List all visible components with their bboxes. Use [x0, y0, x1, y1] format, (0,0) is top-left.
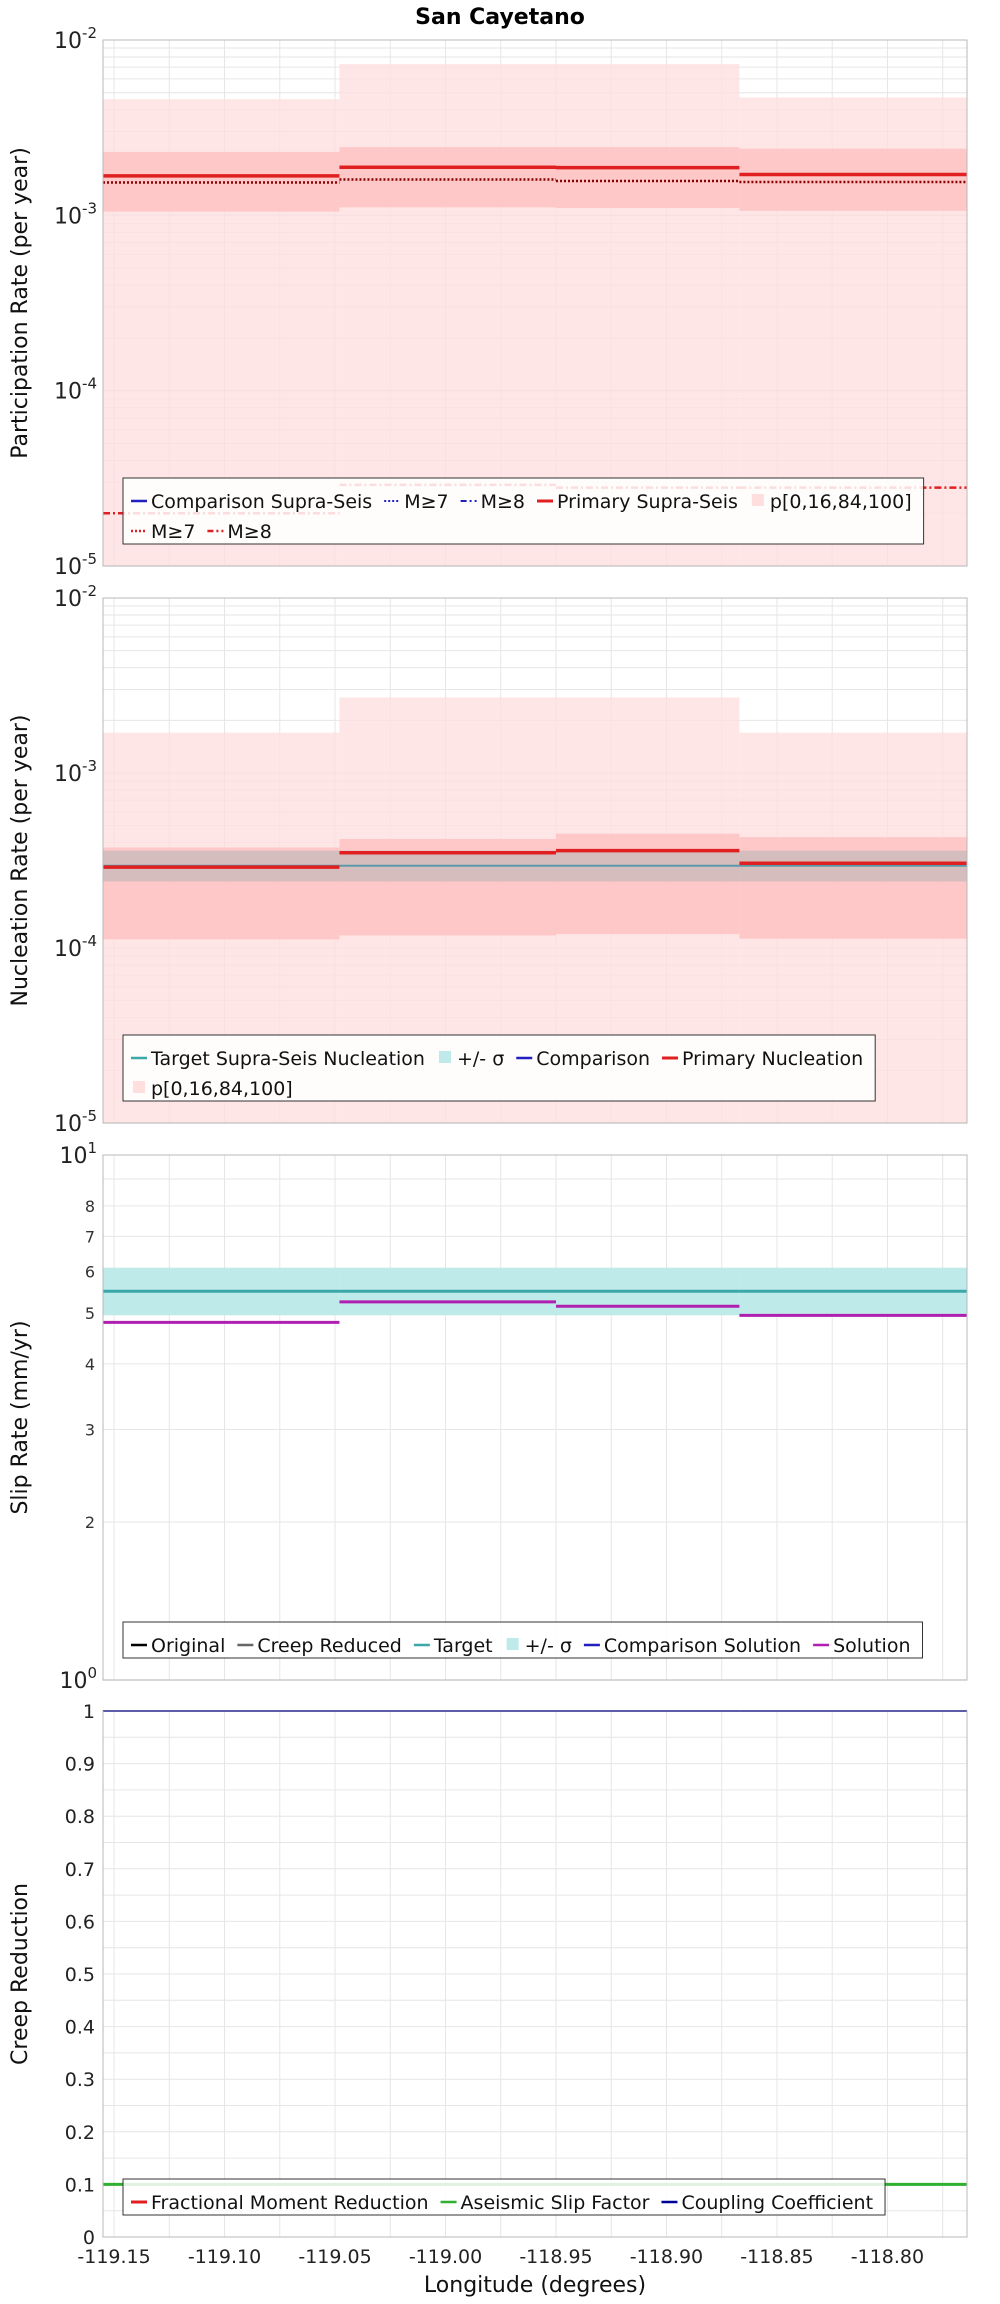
- y-tick-label: 10-4: [54, 932, 97, 962]
- legend-label: Coupling Coefficient: [681, 2192, 873, 2214]
- y-tick-label: 0.9: [65, 1754, 95, 1776]
- legend-swatch-band: [751, 494, 764, 506]
- y-tick-label: 0: [83, 2227, 95, 2249]
- legend: Comparison Supra-Seis M≥7 M≥8 Primary Supra…: [122, 477, 925, 545]
- y-tick-label: 100: [59, 1664, 97, 1694]
- y-tick-label: 0.7: [65, 1859, 95, 1881]
- legend-label: M≥7: [404, 491, 448, 513]
- y-tick-label: 10-3: [54, 199, 97, 229]
- legend-label: Fractional Moment Reduction: [151, 2192, 429, 2214]
- y-tick-label: 10-5: [54, 1107, 97, 1137]
- plot-frame: [102, 597, 968, 1124]
- y-minor-tick-label: 4: [85, 1355, 95, 1374]
- x-tick-label: -118.90: [630, 2246, 703, 2268]
- y-tick-label: 10-3: [54, 757, 97, 787]
- y-tick-label: 0.6: [65, 1911, 95, 1933]
- legend-label: p[0,16,84,100]: [770, 491, 912, 513]
- y-tick-label: 10-2: [54, 582, 97, 612]
- legend-frame: [122, 1034, 876, 1102]
- y-tick-label: 0.1: [65, 2174, 95, 2196]
- legend-swatch-band: [506, 1638, 519, 1650]
- legend-label: p[0,16,84,100]: [151, 1078, 293, 1100]
- y-tick-label: 10-5: [54, 550, 97, 580]
- y-axis-label: Creep Reduction: [8, 1883, 33, 2065]
- legend-label: Target Supra-Seis Nucleation: [150, 1048, 425, 1070]
- y-minor-tick-label: 7: [85, 1227, 95, 1246]
- legend-label: Original: [151, 1635, 225, 1657]
- legend-label: +/- σ: [525, 1635, 572, 1657]
- legend-label: Primary Supra-Seis: [557, 491, 738, 513]
- legend: Original Creep Reduced Target +/- σ Comparis…: [122, 1621, 923, 1659]
- y-minor-tick-label: 8: [85, 1197, 95, 1216]
- y-tick-label: 0.4: [65, 2017, 95, 2039]
- x-tick-label: -118.80: [851, 2246, 924, 2268]
- band-p-16-84--segment: [555, 833, 740, 935]
- plot-frame: [102, 1154, 968, 1681]
- legend-label: Target: [433, 1635, 493, 1657]
- band-p-16-84--segment: [555, 147, 740, 209]
- band-p-16-84--segment: [339, 147, 556, 208]
- legend-label: Aseismic Slip Factor: [461, 2192, 650, 2214]
- legend-label: Creep Reduced: [257, 1635, 401, 1657]
- panel-participation: 10-5 10-4 10-3 10-2 Participation Rate (per …: [8, 24, 968, 580]
- legend-label: M≥7: [151, 521, 195, 543]
- plot-frame: [102, 1710, 968, 2238]
- legend-label: M≥8: [227, 521, 271, 543]
- legend-frame: [122, 1621, 923, 1659]
- x-tick-label: -119.10: [188, 2246, 261, 2268]
- y-tick-label: 0.3: [65, 2069, 95, 2091]
- legend-label: +/- σ: [457, 1048, 504, 1070]
- x-tick-label: -119.05: [298, 2246, 371, 2268]
- y-axis-label: Participation Rate (per year): [8, 147, 33, 459]
- panel-slip: 100 101 2 3 4 5 6 7 8 Slip Rate (mm/yr) Original Cr…: [8, 1139, 968, 1694]
- legend-label: Comparison Solution: [604, 1635, 801, 1657]
- y-minor-tick-label: 5: [85, 1304, 95, 1323]
- legend-label: Solution: [833, 1635, 910, 1657]
- y-tick-label: 10-4: [54, 375, 97, 405]
- y-tick-label: 0.8: [65, 1806, 95, 1828]
- y-tick-label: 1: [83, 1701, 95, 1723]
- legend-label: Comparison: [536, 1048, 650, 1070]
- legend-label: M≥8: [481, 491, 525, 513]
- legend-frame: [122, 2178, 886, 2216]
- y-minor-tick-label: 6: [85, 1262, 95, 1281]
- y-axis-label: Slip Rate (mm/yr): [8, 1320, 33, 1514]
- legend: Fractional Moment Reduction Aseismic Slip…: [122, 2178, 886, 2216]
- panel-nucleation: 10-5 10-4 10-3 10-2 Nucleation Rate (per yea…: [8, 582, 968, 1137]
- y-tick-label: 101: [59, 1139, 97, 1169]
- plot-frame: [102, 39, 968, 567]
- y-minor-tick-label: 2: [85, 1513, 95, 1532]
- y-tick-label: 0.2: [65, 2122, 95, 2144]
- band-p-16-84--segment: [739, 148, 967, 211]
- legend-label: Primary Nucleation: [682, 1048, 863, 1070]
- legend: Target Supra-Seis Nucleation +/- σ Compari…: [122, 1034, 876, 1102]
- x-tick-label: -118.95: [519, 2246, 592, 2268]
- x-tick-label: -118.85: [740, 2246, 813, 2268]
- panel-creep: 0 0.1 0.2 0.3 0.4 0.5 0.6 0.7 0.8 0.9 1 Creep Reduc…: [8, 1701, 968, 2298]
- y-tick-label: 10-2: [54, 24, 97, 54]
- y-tick-label: 0.5: [65, 1964, 95, 1986]
- x-tick-label: -119.15: [77, 2246, 150, 2268]
- x-axis-label: Longitude (degrees): [424, 2273, 646, 2298]
- legend-swatch-band: [438, 1051, 451, 1063]
- y-axis-label: Nucleation Rate (per year): [8, 715, 33, 1007]
- legend-swatch-band: [133, 1081, 145, 1093]
- legend-label: Comparison Supra-Seis: [151, 491, 372, 513]
- chart-title: San Cayetano: [415, 5, 585, 30]
- legend-frame: [122, 477, 925, 545]
- y-minor-tick-label: 3: [85, 1421, 95, 1440]
- x-tick-label: -119.00: [409, 2246, 482, 2268]
- plot-area: [103, 1155, 967, 1680]
